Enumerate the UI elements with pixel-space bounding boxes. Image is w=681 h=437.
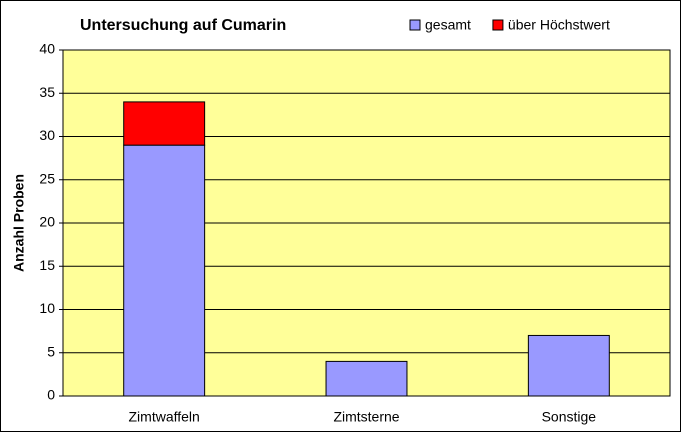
- x-tick-label: Zimtsterne: [333, 409, 399, 425]
- y-tick-label: 25: [39, 170, 55, 186]
- legend-label: über Höchstwert: [508, 17, 610, 33]
- legend-swatch: [492, 19, 504, 31]
- legend-swatch: [409, 19, 421, 31]
- x-tick-label: Sonstige: [542, 409, 597, 425]
- bar-segment: [527, 334, 610, 397]
- y-tick-label: 30: [39, 127, 55, 143]
- bar-segment: [325, 360, 408, 397]
- y-tick-label: 0: [47, 387, 55, 403]
- y-tick-label: 35: [39, 84, 55, 100]
- y-axis-label: Anzahl Proben: [11, 174, 27, 272]
- bar-segment: [123, 101, 206, 146]
- y-tick-label: 10: [39, 300, 55, 316]
- y-tick-label: 40: [39, 41, 55, 57]
- chart-title: Untersuchung auf Cumarin: [80, 17, 286, 34]
- y-tick-label: 15: [39, 257, 55, 273]
- x-tick-label: Zimtwaffeln: [129, 409, 200, 425]
- legend-label: gesamt: [425, 17, 471, 33]
- bar-segment: [123, 144, 206, 397]
- y-tick-label: 20: [39, 214, 55, 230]
- y-tick-label: 5: [47, 343, 55, 359]
